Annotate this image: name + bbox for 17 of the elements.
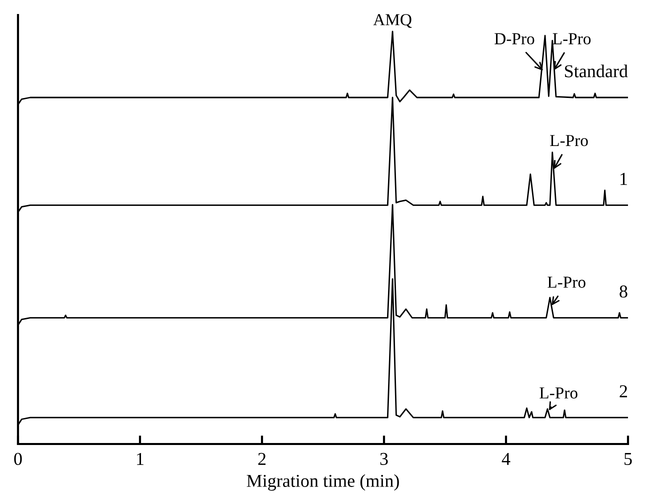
annotation: L-Pro: [552, 33, 591, 44]
annotation: AMQ: [373, 14, 412, 28]
x-tick-label: 0: [14, 452, 22, 466]
annotation: L-Pro: [550, 135, 588, 146]
x-tick-label: 3: [380, 452, 388, 466]
x-tick-label: 2: [258, 452, 266, 465]
series-label: 1: [620, 172, 627, 185]
legend-label: Standard: [565, 64, 628, 78]
series-label: 2: [620, 385, 628, 398]
annotation: L-Pro: [540, 387, 578, 399]
x-tick-label: 1: [137, 452, 144, 465]
x-tick-label: 4: [502, 452, 510, 465]
series-label: 8: [620, 285, 628, 298]
x-axis-title: Migration time (min): [246, 474, 399, 491]
x-tick-label: 5: [624, 453, 632, 466]
annotation: L-Pro: [548, 276, 586, 288]
annotation: D-Pro: [494, 33, 534, 44]
